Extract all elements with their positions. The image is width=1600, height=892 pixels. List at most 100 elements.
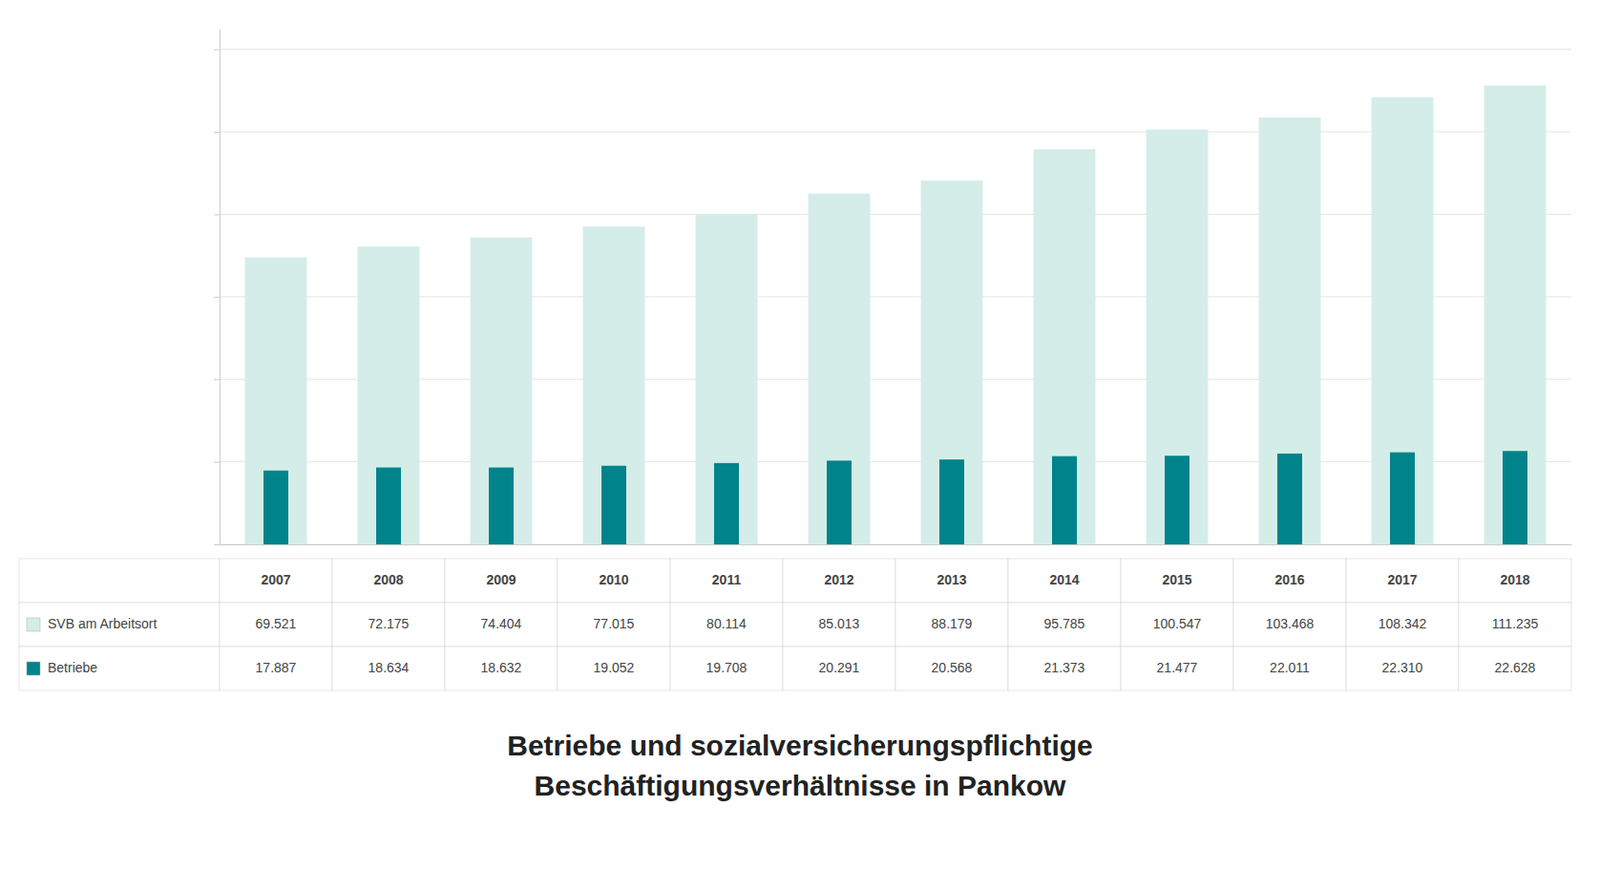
bar xyxy=(695,213,758,545)
table-cell xyxy=(219,558,333,603)
bar xyxy=(1033,148,1096,545)
tick-mark xyxy=(213,544,220,546)
category-label: 2009 xyxy=(485,571,516,588)
bar xyxy=(263,470,289,545)
grid-line xyxy=(219,295,1572,297)
data-table: 2007200820092010201120122013201420152016… xyxy=(19,558,1572,691)
category-label: 2016 xyxy=(1274,571,1305,588)
table-cell xyxy=(1120,646,1234,691)
data-label: 80.114 xyxy=(706,615,747,632)
data-label: 21.477 xyxy=(1157,659,1199,675)
table-cell xyxy=(670,558,783,603)
table-cell xyxy=(782,602,896,647)
bar xyxy=(1259,117,1322,545)
category-label: 2007 xyxy=(260,571,291,588)
data-label: 111.235 xyxy=(1492,615,1539,632)
chart: 2007200820092010201120122013201420152016… xyxy=(0,0,1600,892)
data-label: 22.011 xyxy=(1269,659,1310,675)
bar xyxy=(1146,129,1209,545)
bar xyxy=(245,257,308,545)
data-label: 22.310 xyxy=(1382,659,1424,675)
data-label: 100.547 xyxy=(1153,615,1202,632)
table-cell xyxy=(1458,646,1572,691)
table-cell xyxy=(1233,602,1347,647)
bar xyxy=(376,467,401,545)
data-label: 18.632 xyxy=(481,659,523,675)
table-cell xyxy=(444,558,558,603)
bar xyxy=(939,459,965,545)
table-cell xyxy=(1346,646,1459,691)
grid-line xyxy=(219,213,1572,215)
category-label: 2011 xyxy=(712,571,742,588)
bar xyxy=(921,180,984,545)
bar xyxy=(808,193,871,545)
bar xyxy=(1164,455,1190,545)
bar-series xyxy=(263,450,1528,545)
table-cell xyxy=(1120,558,1234,603)
data-label: 95.785 xyxy=(1044,615,1086,632)
bar xyxy=(714,463,739,545)
bar xyxy=(357,246,421,545)
data-label: 77.015 xyxy=(593,615,635,632)
table-cell xyxy=(1458,602,1572,647)
grid-line xyxy=(219,544,1572,546)
data-label: 103.468 xyxy=(1265,615,1315,632)
legend-label: Betriebe xyxy=(47,659,98,675)
bar xyxy=(1502,450,1528,545)
table-cell xyxy=(1346,602,1459,647)
tick-mark xyxy=(213,296,220,298)
legend-swatch xyxy=(26,617,41,632)
table-cell xyxy=(219,646,333,691)
table-cell xyxy=(444,602,558,647)
data-label: 20.568 xyxy=(931,659,973,675)
data-label: 20.291 xyxy=(819,659,861,675)
table-cell xyxy=(1458,558,1572,603)
y-axis xyxy=(213,29,221,546)
bar xyxy=(1389,452,1415,545)
x-axis xyxy=(220,544,1573,547)
bar xyxy=(583,226,646,545)
table-cell xyxy=(19,602,220,647)
data-label: 85.013 xyxy=(819,615,861,632)
tick-mark xyxy=(213,213,220,215)
table-cell xyxy=(1120,602,1234,647)
table-cell xyxy=(895,646,1009,691)
category-label: 2014 xyxy=(1049,571,1079,588)
category-label: 2018 xyxy=(1499,571,1530,588)
bar xyxy=(488,467,514,545)
table-cell xyxy=(1008,646,1121,691)
data-label: 21.373 xyxy=(1044,659,1086,675)
table-cell xyxy=(782,646,896,691)
table-cell xyxy=(332,646,445,691)
tick-mark xyxy=(213,462,220,464)
bar-series xyxy=(245,84,1547,545)
table-cell xyxy=(670,646,783,691)
table-cell xyxy=(219,602,333,647)
tick xyxy=(213,378,220,380)
table-cell xyxy=(332,602,445,647)
tick xyxy=(213,49,220,51)
tick xyxy=(213,462,220,464)
table-cell xyxy=(1233,646,1347,691)
table-cell xyxy=(895,558,1009,603)
bar xyxy=(1277,453,1303,545)
chart-title: Beschäftigungsverhältnisse in Pankow xyxy=(534,769,1067,801)
data-label: 22.628 xyxy=(1494,659,1537,675)
table-cell xyxy=(19,558,220,603)
table-cell xyxy=(670,602,783,647)
grid-line xyxy=(219,461,1572,463)
table-cell xyxy=(557,646,671,691)
table-cell xyxy=(1233,558,1347,603)
category-label: 2013 xyxy=(936,571,967,588)
category-label: 2017 xyxy=(1387,571,1417,588)
tick-mark xyxy=(213,49,220,51)
category-label: 2010 xyxy=(598,571,629,588)
grid-line xyxy=(219,48,1572,50)
tick xyxy=(213,296,220,298)
data-label: 88.179 xyxy=(931,615,973,632)
data-label: 74.404 xyxy=(481,615,523,632)
data-label: 69.521 xyxy=(255,615,297,632)
table-cell xyxy=(19,646,220,691)
legend-swatch xyxy=(26,661,41,675)
bar xyxy=(601,465,627,545)
